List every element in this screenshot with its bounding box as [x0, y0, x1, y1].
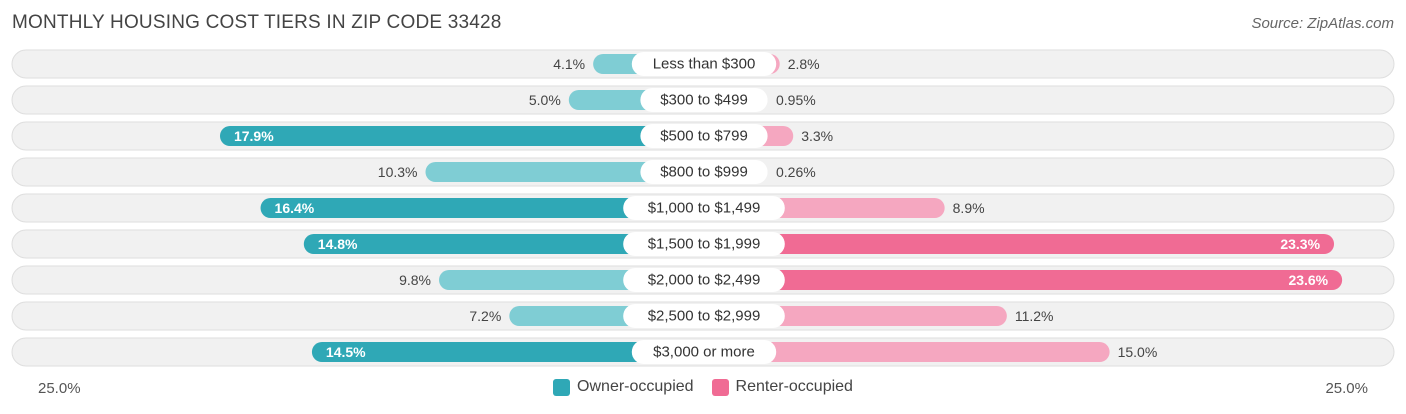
chart-legend: Owner-occupied Renter-occupied — [0, 378, 1406, 396]
category-label-pill — [640, 160, 768, 184]
owner-value-label: 10.3% — [378, 164, 418, 180]
axis-left-label: 25.0% — [38, 380, 81, 397]
legend-owner-swatch — [553, 378, 571, 396]
legend-owner-label: Owner-occupied — [577, 378, 694, 395]
owner-bar — [425, 162, 704, 182]
owner-value-label: 9.8% — [399, 272, 431, 288]
renter-value-label: 23.6% — [1288, 272, 1328, 288]
category-label: Less than $300 — [653, 56, 756, 73]
renter-bar — [704, 234, 1335, 254]
category-label-pill — [623, 196, 785, 220]
category-label: $2,500 to $2,999 — [648, 308, 761, 325]
owner-value-label: 5.0% — [529, 92, 561, 108]
category-label: $800 to $999 — [660, 164, 748, 181]
owner-bar — [219, 126, 704, 146]
chart-source: Source: ZipAtlas.com — [1251, 15, 1394, 32]
owner-bar — [303, 234, 704, 254]
legend-renter: Renter-occupied — [711, 378, 853, 396]
category-label: $300 to $499 — [660, 92, 748, 109]
category-label: $500 to $799 — [660, 128, 748, 145]
renter-value-label: 2.8% — [788, 56, 820, 72]
legend-renter-swatch — [711, 378, 729, 396]
owner-value-label: 16.4% — [275, 200, 315, 216]
owner-value-label: 14.5% — [326, 344, 366, 360]
category-label: $1,000 to $1,499 — [648, 200, 761, 217]
owner-bar — [260, 198, 704, 218]
owner-value-label: 17.9% — [234, 128, 274, 144]
category-label: $1,500 to $1,999 — [648, 236, 761, 253]
category-label-pill — [623, 232, 785, 256]
owner-value-label: 7.2% — [469, 308, 501, 324]
renter-value-label: 0.95% — [776, 92, 816, 108]
renter-value-label: 15.0% — [1118, 344, 1158, 360]
category-label-pill — [623, 268, 785, 292]
chart-title: MONTHLY HOUSING COST TIERS IN ZIP CODE 3… — [12, 12, 502, 33]
renter-value-label: 8.9% — [953, 200, 985, 216]
axis-right-label: 25.0% — [1325, 380, 1368, 397]
renter-value-label: 3.3% — [801, 128, 833, 144]
legend-owner: Owner-occupied — [553, 378, 694, 396]
renter-value-label: 11.2% — [1015, 308, 1054, 324]
owner-value-label: 14.8% — [318, 236, 358, 252]
renter-value-label: 0.26% — [776, 164, 816, 180]
category-label-pill — [631, 52, 777, 76]
renter-bar — [704, 342, 1110, 362]
owner-bar — [311, 342, 704, 362]
category-label-pill — [640, 124, 768, 148]
renter-value-label: 23.3% — [1280, 236, 1320, 252]
category-label-pill — [631, 340, 777, 364]
category-label: $2,000 to $2,499 — [648, 272, 761, 289]
category-label: $3,000 or more — [653, 344, 755, 361]
legend-renter-label: Renter-occupied — [735, 378, 853, 395]
category-label-pill — [640, 88, 768, 112]
renter-bar — [704, 270, 1343, 290]
category-label-pill — [623, 304, 785, 328]
owner-value-label: 4.1% — [553, 56, 585, 72]
